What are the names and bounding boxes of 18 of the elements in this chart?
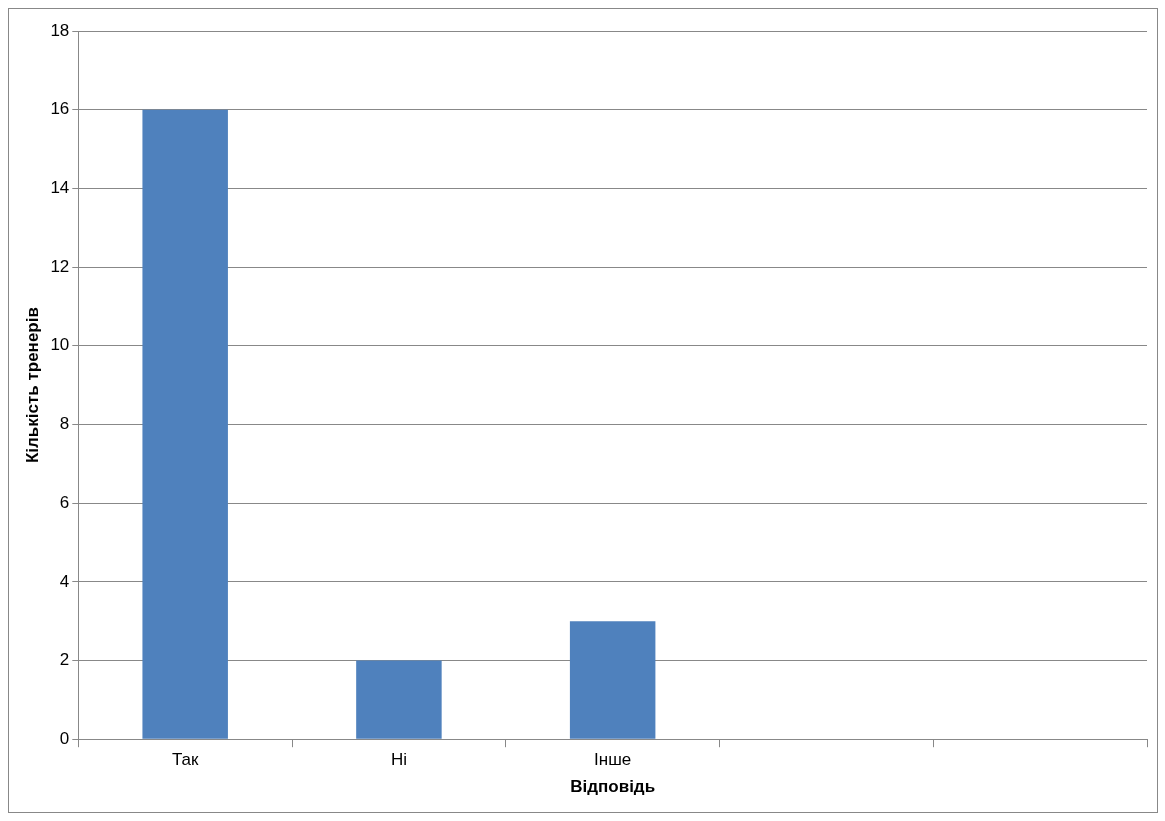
- y-tick-label: 2: [59, 650, 70, 670]
- y-tick-label: 8: [59, 414, 70, 434]
- y-tick-label: 4: [59, 571, 70, 591]
- x-tick-label: Інше: [594, 750, 632, 770]
- bar: [569, 621, 656, 739]
- y-tick-label: 16: [50, 99, 70, 119]
- y-tick-label: 6: [59, 492, 70, 512]
- y-tick-label: 0: [59, 728, 70, 748]
- y-tick-label: 10: [50, 335, 70, 355]
- x-tick-label: Ні: [390, 750, 407, 770]
- y-axis-title: Кількість тренерів: [22, 307, 42, 464]
- bar: [142, 109, 228, 739]
- x-axis-title: Відповідь: [570, 777, 656, 797]
- y-tick-label: 18: [50, 20, 70, 40]
- y-tick-label: 12: [50, 256, 70, 276]
- x-tick-label: Так: [171, 750, 199, 770]
- y-tick-label: 14: [50, 178, 70, 198]
- bar: [356, 660, 442, 739]
